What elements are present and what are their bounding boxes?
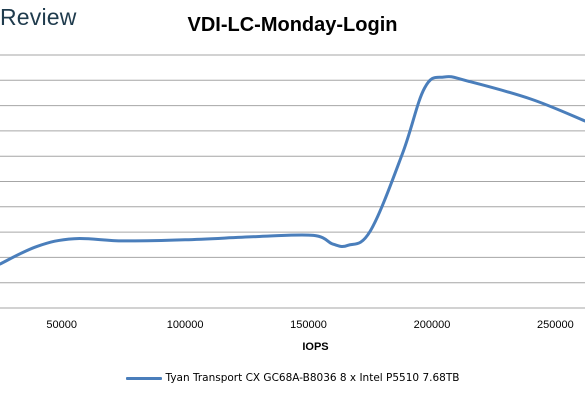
x-tick-label: 200000 bbox=[414, 319, 451, 331]
x-tick-label: 50000 bbox=[46, 319, 77, 331]
x-tick-label: 250000 bbox=[537, 319, 574, 331]
x-tick-label: 100000 bbox=[167, 319, 204, 331]
legend-swatch bbox=[125, 376, 162, 380]
x-tick-label: 150000 bbox=[290, 319, 327, 331]
chart-title: VDI-LC-Monday-Login bbox=[187, 14, 398, 36]
legend: Tyan Transport CX GC68A-B8036 8 x Intel … bbox=[0, 372, 585, 384]
x-axis-ticks: 50000 100000 150000 200000 250000 bbox=[46, 319, 573, 331]
gridlines bbox=[0, 54, 585, 309]
review-watermark: Review bbox=[0, 4, 77, 30]
x-axis-label: IOPS bbox=[302, 341, 328, 353]
series-line bbox=[0, 75, 585, 266]
legend-label: Tyan Transport CX GC68A-B8036 8 x Intel … bbox=[165, 372, 460, 384]
